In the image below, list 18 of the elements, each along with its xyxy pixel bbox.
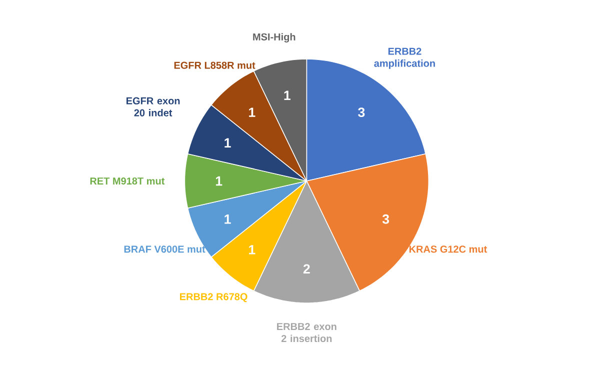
data-label: 1: [224, 138, 231, 148]
slice-label: ERBB2 exon 2 insertion: [277, 322, 336, 342]
data-label: 3: [358, 108, 365, 118]
data-label: 2: [303, 264, 310, 274]
slice-label: ERBB2 R678Q: [180, 293, 248, 302]
data-label: 1: [249, 245, 256, 254]
slice-label: KRAS G12C mut: [409, 246, 487, 253]
slice-label: MSI-High: [253, 33, 296, 42]
slice-label: ERBB2 amplification: [374, 48, 435, 69]
slice-label: EGFR exon 20 indet: [126, 97, 180, 116]
data-label: 1: [224, 214, 231, 224]
data-label: 1: [249, 108, 256, 117]
slice-label: RET M918T mut: [90, 177, 165, 185]
slice-label: BRAF V600E mut: [124, 246, 206, 253]
data-label: 1: [216, 176, 222, 186]
data-label: 1: [284, 90, 290, 100]
slice-label: EGFR L858R mut: [174, 62, 256, 69]
data-label: 3: [382, 214, 390, 224]
